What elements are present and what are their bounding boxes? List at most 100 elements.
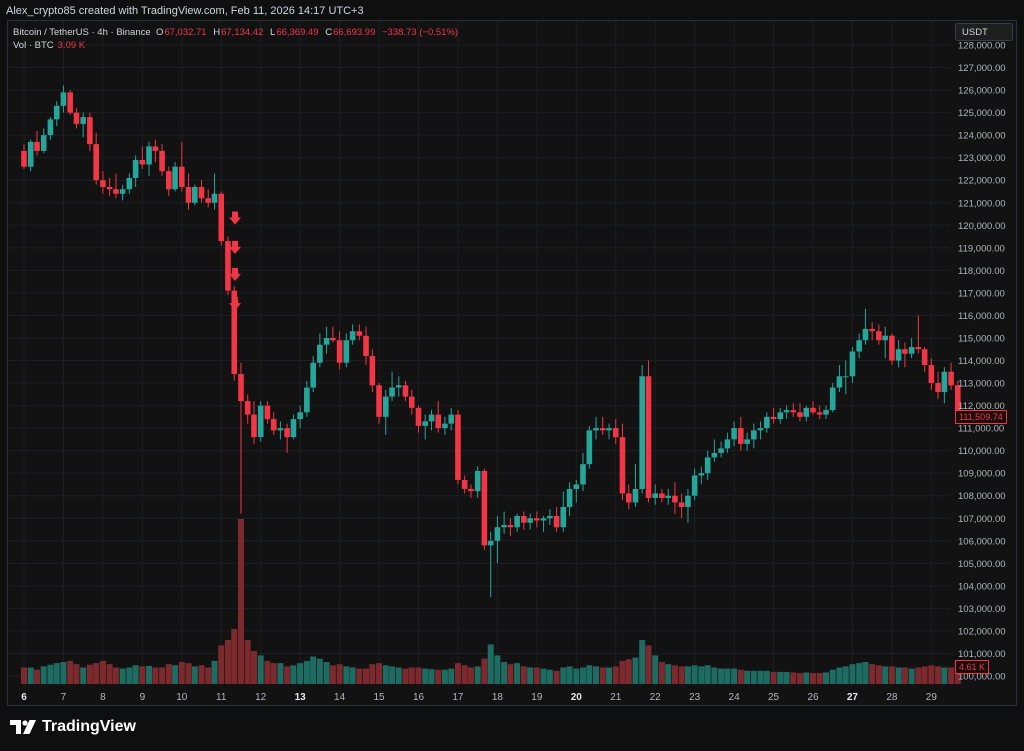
- candle-body: [257, 405, 264, 438]
- candle-body: [902, 349, 908, 354]
- candle-body: [238, 374, 244, 402]
- candle-body: [783, 410, 790, 413]
- candle-body: [501, 525, 507, 528]
- down-arrow-annotation: [229, 240, 242, 254]
- price-axis-label: 108,000.00: [958, 491, 1006, 502]
- candle-body: [336, 340, 343, 363]
- volume-bar: [763, 670, 770, 684]
- price-axis-label: 115,000.00: [958, 333, 1005, 344]
- time-axis-label: 14: [334, 692, 346, 703]
- volume-bar: [284, 666, 291, 684]
- chart-credit: Alex_crypto85 created with TradingView.c…: [6, 5, 364, 17]
- volume-bar: [921, 666, 928, 684]
- volume-bar: [494, 655, 501, 684]
- candle-body: [231, 290, 238, 375]
- candle-body: [547, 515, 553, 519]
- time-axis-label: 8: [100, 692, 106, 703]
- candle-body: [889, 335, 895, 361]
- volume-bar: [356, 668, 363, 684]
- candle-body: [704, 457, 711, 474]
- price-axis-label: 119,000.00: [958, 243, 1005, 254]
- candle-body: [619, 437, 626, 494]
- candle-body: [829, 387, 836, 411]
- time-axis-label: 6: [21, 692, 27, 703]
- down-arrow-annotation: [229, 211, 242, 225]
- time-axis-label: 23: [689, 692, 701, 703]
- candle-body: [408, 396, 415, 408]
- volume-bar: [172, 665, 179, 684]
- volume-bar: [435, 669, 442, 684]
- time-axis-label: 26: [807, 692, 819, 703]
- volume-bar: [303, 660, 310, 684]
- candle-body: [435, 414, 442, 429]
- volume-bar: [80, 667, 87, 684]
- candle-body: [672, 495, 678, 503]
- candle-body: [652, 493, 658, 498]
- candle-body: [724, 439, 731, 449]
- candle-body: [494, 527, 501, 541]
- volume-bar: [718, 668, 725, 684]
- volume-bar: [783, 671, 790, 684]
- candle-body: [389, 387, 395, 397]
- volume-bar: [53, 663, 60, 684]
- candle-body: [179, 166, 185, 187]
- candle-body: [540, 518, 547, 521]
- price-axis-label: 124,000.00: [958, 131, 1006, 142]
- volume-bar: [244, 640, 251, 684]
- volume-bar: [270, 663, 277, 684]
- candle-body: [560, 506, 567, 528]
- candle-body: [218, 193, 225, 242]
- time-axis-label: 13: [295, 692, 307, 703]
- price-axis-label: 104,000.00: [958, 581, 1006, 592]
- currency-button[interactable]: USDT: [955, 23, 1013, 41]
- candle-body: [382, 396, 389, 417]
- last-volume-badge: 4.61 K: [955, 660, 990, 674]
- volume-bar: [448, 668, 455, 684]
- time-axis-label: 22: [650, 692, 662, 703]
- price-axis-label: 109,000.00: [958, 469, 1006, 480]
- volume-bar: [566, 666, 573, 684]
- volume-bar: [580, 667, 587, 684]
- candle-body: [632, 488, 639, 503]
- candle-body: [685, 495, 691, 507]
- volume-bar: [915, 667, 922, 684]
- volume-bar: [474, 666, 481, 684]
- volume-legend: Vol · BTC 3.09 K: [13, 40, 85, 51]
- price-axis-label: 110,000.00: [958, 446, 1005, 457]
- volume-bar: [290, 665, 297, 684]
- volume-bar: [402, 668, 409, 684]
- price-axis-label: 101,000.00: [958, 649, 1006, 660]
- candle-body: [205, 198, 212, 203]
- tradingview-logo[interactable]: TradingView: [10, 718, 136, 736]
- volume-bar: [553, 670, 560, 684]
- candle-body: [941, 371, 948, 393]
- last-price-badge: 111,509.74: [955, 410, 1007, 424]
- volume-label: Vol · BTC: [13, 40, 54, 51]
- candle-body: [731, 428, 737, 440]
- candle-body: [100, 180, 106, 187]
- candle-body: [80, 117, 86, 124]
- tradingview-wordmark: TradingView: [42, 718, 136, 735]
- volume-bar: [678, 666, 685, 684]
- candle-body: [106, 186, 113, 190]
- price-axis-label: 120,000.00: [958, 221, 1006, 232]
- volume-bar: [816, 673, 823, 684]
- candle-body: [954, 385, 961, 417]
- volume-bar: [869, 664, 876, 684]
- time-axis-label: 20: [571, 692, 583, 703]
- volume-bar: [178, 662, 185, 684]
- time-axis-label: 27: [847, 692, 859, 703]
- candle-body: [849, 351, 856, 377]
- price-axis-label: 123,000.00: [958, 153, 1006, 164]
- volume-bar: [849, 664, 856, 684]
- volume-bar: [165, 664, 172, 684]
- candle-body: [461, 479, 468, 489]
- volume-bar: [329, 665, 336, 684]
- candle-body: [744, 439, 750, 444]
- volume-bar: [316, 658, 323, 684]
- volume-bar: [612, 666, 619, 684]
- volume-bar: [501, 662, 508, 684]
- tradingview-logo-icon: [10, 720, 36, 734]
- volume-bar: [684, 666, 691, 684]
